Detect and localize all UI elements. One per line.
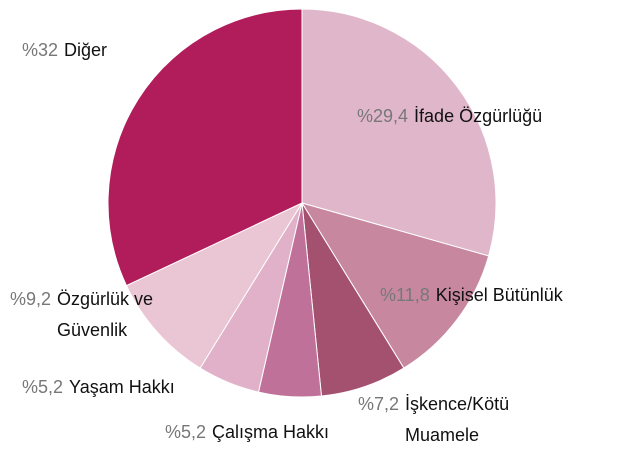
value-label: %32	[22, 40, 59, 60]
slice-label: %11,8 Kişisel Bütünlük	[380, 280, 563, 311]
value-label: %11,8	[380, 285, 430, 305]
slice-label: %9,2 Özgürlük ve Güvenlik	[10, 284, 187, 346]
pie-slice	[125, 201, 304, 369]
category-label: Kişisel Bütünlük	[435, 285, 563, 305]
category-label: İfade Özgürlüğü	[414, 106, 543, 126]
value-label: %29,4	[357, 106, 409, 126]
slice-label: %7,2 İşkence/Kötü Muamele	[358, 389, 525, 450]
value-label: %5,2	[22, 377, 64, 397]
category-label: İşkence/Kötü Muamele	[405, 394, 510, 445]
pie-slice	[300, 202, 490, 369]
slice-label: %5,2 Çalışma Hakkı	[165, 417, 329, 448]
pie-slice	[107, 8, 303, 287]
slice-label: %32 Diğer	[22, 35, 107, 66]
pie-slice	[301, 8, 497, 257]
category-label: Yaşam Hakkı	[69, 377, 175, 397]
category-label: Çalışma Hakkı	[212, 422, 330, 442]
slice-label: %29,4 İfade Özgürlüğü	[357, 101, 542, 132]
value-label: %5,2	[165, 422, 207, 442]
category-label: Özgürlük ve Güvenlik	[57, 289, 154, 340]
category-label: Diğer	[64, 40, 108, 60]
slice-label: %5,2 Yaşam Hakkı	[22, 372, 175, 403]
value-label: %9,2	[10, 289, 52, 309]
value-label: %7,2	[358, 394, 400, 414]
